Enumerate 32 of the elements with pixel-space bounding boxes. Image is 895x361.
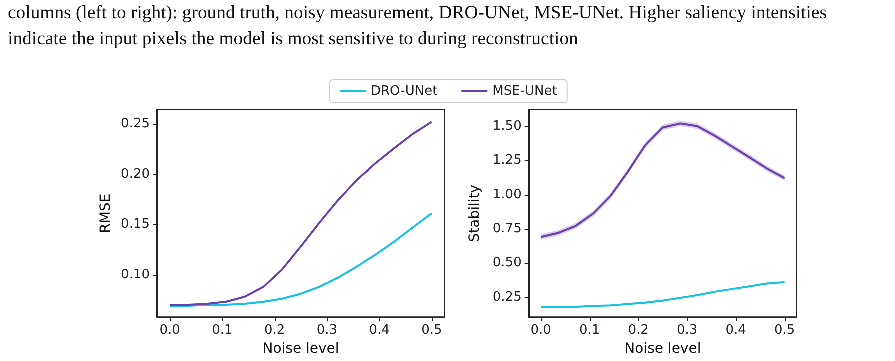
x-tick-label: 0.0: [530, 323, 552, 338]
x-tick-label: 0.1: [579, 323, 600, 338]
x-tick-label: 0.4: [369, 323, 390, 338]
y-tick-label: 1.25: [492, 153, 522, 168]
x-axis-title: Noise level: [624, 341, 702, 357]
line-series: [169, 121, 433, 306]
y-axis-title: RMSE: [98, 194, 114, 234]
y-axis-title: Stability: [467, 184, 483, 242]
y-tick-label: 0.50: [492, 256, 522, 271]
legend-label: DRO-UNet: [371, 84, 438, 99]
y-tick-label: 0.15: [121, 217, 150, 232]
x-tick-label: 0.5: [422, 323, 442, 338]
line-series: [169, 212, 433, 308]
y-tick-label: 0.25: [121, 116, 150, 132]
text: columns (left to right): ground truth, noisy measurement, DRO-UNet, MSE-UNet. Higher saliency intensities indicate the input pixels the model is most sensitive to during reconstruction: [8, 2, 832, 50]
x-tick-label: 0.0: [160, 323, 180, 338]
y-tick-label: 0.75: [492, 222, 522, 237]
x-tick-label: 0.2: [264, 323, 286, 338]
x-tick-label: 0.4: [726, 323, 746, 338]
y-tick-label: 0.10: [121, 267, 150, 282]
x-axis-title: Noise level: [262, 341, 340, 357]
y-tick-label: 1.50: [492, 118, 522, 134]
x-tick-label: 0.2: [628, 323, 649, 338]
y-tick-label: 0.25: [492, 290, 522, 305]
y-tick-label: 1.00: [492, 187, 522, 202]
legend-label: MSE-UNet: [492, 84, 558, 99]
x-tick-label: 0.3: [676, 323, 698, 338]
line-series: [540, 281, 786, 308]
x-tick-label: 0.5: [774, 323, 796, 338]
x-tick-label: 0.1: [212, 323, 233, 338]
x-tick-label: 0.3: [316, 323, 338, 338]
y-tick-label: 0.20: [121, 166, 150, 182]
